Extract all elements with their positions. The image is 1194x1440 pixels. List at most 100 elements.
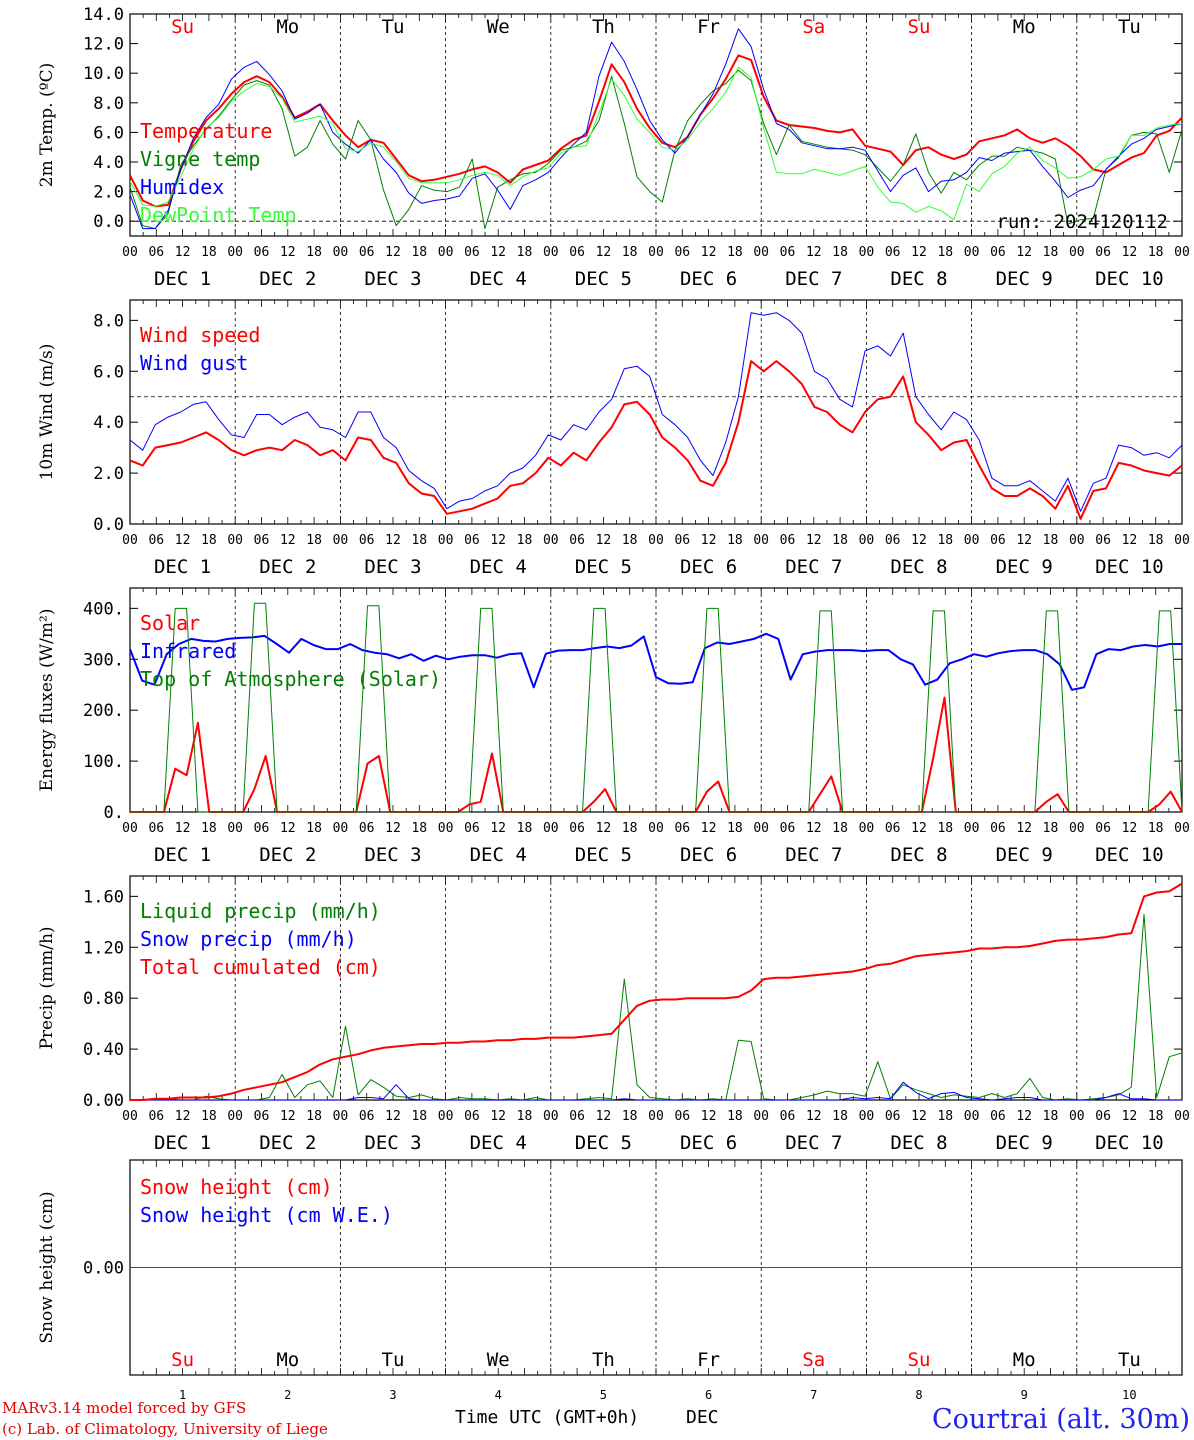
hour-tick-label: 00 (753, 1109, 769, 1124)
hour-tick-label: 18 (1148, 533, 1164, 548)
day-label: Tu (1118, 16, 1141, 38)
hour-tick-label: 00 (859, 533, 875, 548)
hour-tick-label: 18 (201, 1109, 217, 1124)
bottom-day-number: 3 (389, 1388, 396, 1402)
date-label: DEC 10 (1095, 844, 1164, 866)
legend-entry: Snow precip (mm/h) (140, 927, 357, 951)
series-line-top-of-atmosphere-solar- (130, 602, 1183, 813)
hour-tick-label: 06 (674, 1109, 690, 1124)
date-label: DEC 3 (364, 1132, 421, 1154)
series-line-vigne-temp (129, 69, 1183, 230)
hour-tick-label: 06 (780, 245, 796, 260)
hour-tick-label: 18 (622, 533, 638, 548)
hour-tick-label: 18 (832, 1109, 848, 1124)
hour-tick-label: 18 (306, 533, 322, 548)
hour-tick-label: 00 (1174, 245, 1190, 260)
series-line-snow-precip-mm-h- (130, 1081, 1182, 1101)
hour-tick-label: 18 (517, 1109, 533, 1124)
bottom-day-number: 1 (179, 1388, 186, 1402)
y-tick-label: 0.0 (93, 212, 124, 232)
bottom-day-label: Tu (1118, 1349, 1141, 1371)
hour-tick-label: 18 (1043, 1109, 1059, 1124)
legend-entry: Temperature (140, 119, 272, 143)
series-line-temperature (129, 54, 1183, 208)
hour-tick-label: 00 (1069, 821, 1085, 836)
hour-tick-label: 00 (122, 821, 138, 836)
date-label: DEC 2 (259, 1132, 316, 1154)
hour-tick-label: 12 (385, 245, 401, 260)
legend-entry: Infrared (140, 639, 236, 663)
hour-tick-label: 00 (859, 1109, 875, 1124)
hour-tick-label: 06 (674, 533, 690, 548)
hour-tick-label: 12 (701, 821, 717, 836)
series-line-wind-gust (129, 312, 1183, 512)
date-label: DEC 9 (996, 268, 1053, 290)
hour-tick-label: 06 (148, 245, 164, 260)
bottom-day-label: Th (592, 1349, 615, 1371)
legend-entry: Total cumulated (cm) (140, 955, 381, 979)
hour-tick-label: 00 (543, 533, 559, 548)
date-label: DEC 6 (680, 556, 737, 578)
date-label: DEC 5 (575, 844, 632, 866)
bottom-day-label: We (487, 1349, 510, 1371)
hour-tick-label: 06 (780, 821, 796, 836)
y-tick-label: 8.0 (93, 94, 124, 114)
y-tick-label: 10.0 (83, 64, 124, 84)
hour-tick-label: 00 (648, 821, 664, 836)
hour-tick-label: 00 (1174, 1109, 1190, 1124)
date-label: DEC 8 (890, 1132, 947, 1154)
hour-tick-label: 18 (1148, 821, 1164, 836)
hour-tick-label: 00 (122, 1109, 138, 1124)
hour-tick-label: 18 (727, 821, 743, 836)
bottom-day-label: Su (171, 1349, 194, 1371)
y-tick-label: 0.80 (83, 989, 124, 1009)
hour-tick-label: 12 (701, 1109, 717, 1124)
legend-entry: Vigne temp (140, 147, 260, 171)
hour-tick-label: 06 (148, 1109, 164, 1124)
day-label: Tu (382, 16, 405, 38)
credit-line-2: (c) Lab. of Climatology, University of L… (2, 1420, 328, 1438)
series-line-dewpoint-temp (129, 66, 1183, 221)
hour-tick-label: 18 (1043, 533, 1059, 548)
hour-tick-label: 18 (201, 245, 217, 260)
y-tick-label: 1.20 (83, 938, 124, 958)
bottom-day-label: Mo (1013, 1349, 1036, 1371)
series-line-wind-speed (129, 360, 1183, 520)
hour-tick-label: 18 (937, 245, 953, 260)
hour-tick-label: 00 (648, 1109, 664, 1124)
hour-tick-label: 06 (780, 1109, 796, 1124)
hour-tick-label: 18 (306, 1109, 322, 1124)
legend-entry: Liquid precip (mm/h) (140, 899, 381, 923)
hour-tick-label: 00 (648, 533, 664, 548)
y-tick-label: 100. (83, 752, 124, 772)
hour-tick-label: 12 (1122, 821, 1138, 836)
hour-tick-label: 06 (254, 533, 270, 548)
day-label: Th (592, 16, 615, 38)
hour-tick-label: 12 (1016, 533, 1032, 548)
panel-2: 8.0 6.0 4.0 2.0 0.0 10m Wind (m/s) Wind speed W… (37, 299, 1190, 578)
hour-tick-label: 06 (254, 1109, 270, 1124)
day-label: Mo (1013, 16, 1036, 38)
y-tick-label: 1.60 (83, 887, 124, 907)
hour-tick-label: 12 (701, 245, 717, 260)
hour-tick-label: 12 (806, 533, 822, 548)
y-tick-label: 4.0 (93, 153, 124, 173)
y-axis-label: Energy fluxes (W/m²) (37, 609, 57, 792)
date-label: DEC 4 (470, 844, 527, 866)
hour-tick-label: 00 (753, 821, 769, 836)
hour-tick-label: 00 (543, 821, 559, 836)
day-label: Su (171, 16, 194, 38)
hour-tick-label: 12 (1122, 533, 1138, 548)
date-label: DEC 10 (1095, 268, 1164, 290)
hour-tick-label: 00 (122, 245, 138, 260)
hour-tick-label: 12 (385, 821, 401, 836)
date-label: DEC 2 (259, 556, 316, 578)
hour-tick-label: 06 (780, 533, 796, 548)
date-label: DEC 9 (996, 1132, 1053, 1154)
hour-tick-label: 06 (148, 821, 164, 836)
hour-tick-label: 06 (1095, 821, 1111, 836)
date-label: DEC 2 (259, 268, 316, 290)
y-tick-label: 0.0 (93, 515, 124, 535)
hour-tick-label: 00 (227, 821, 243, 836)
hour-tick-label: 12 (280, 821, 296, 836)
